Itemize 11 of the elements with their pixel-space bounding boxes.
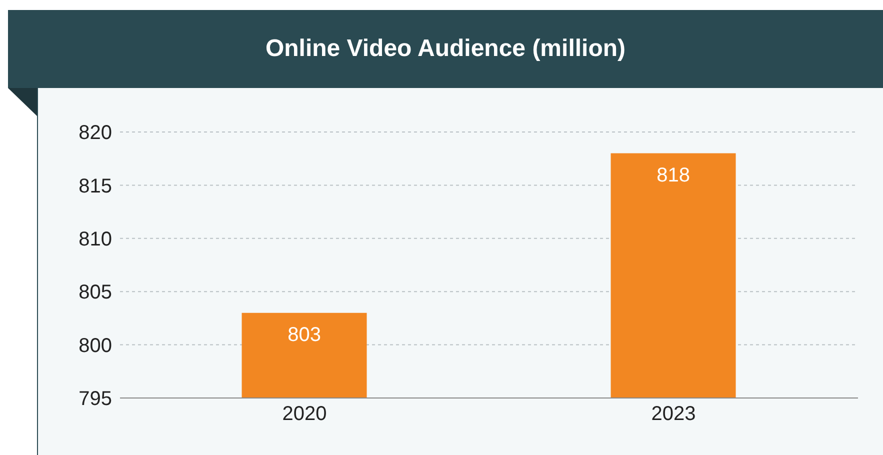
x-tick-label: 2020 <box>282 403 327 426</box>
x-tick-label: 2023 <box>651 403 696 426</box>
y-tick-label: 795 <box>78 388 112 410</box>
data-label: 803 <box>288 324 321 346</box>
data-label: 818 <box>656 164 690 186</box>
y-tick-label: 805 <box>78 282 112 304</box>
y-tick-label: 800 <box>78 334 112 357</box>
y-tick-label: 815 <box>78 175 112 198</box>
y-tick-label: 810 <box>78 228 112 250</box>
y-tick-label: 820 <box>78 122 112 144</box>
chart-title: Online Video Audience (million) <box>8 10 883 88</box>
